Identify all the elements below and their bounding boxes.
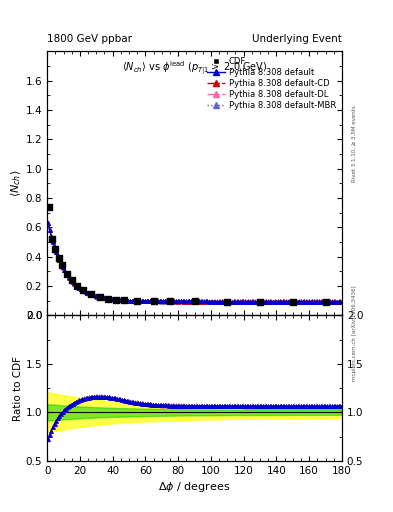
Point — [68, 276, 75, 285]
Point — [105, 294, 111, 303]
Point — [55, 254, 62, 262]
Y-axis label: $\langle N_{ch}\rangle$: $\langle N_{ch}\rangle$ — [9, 169, 23, 197]
Point — [257, 297, 263, 306]
Point — [59, 261, 65, 269]
Point — [167, 297, 173, 306]
Text: Rivet 3.1.10, ≥ 3.5M events: Rivet 3.1.10, ≥ 3.5M events — [352, 105, 357, 182]
Legend: CDF, Pythia 8.308 default, Pythia 8.308 default-CD, Pythia 8.308 default-DL, Pyt: CDF, Pythia 8.308 default, Pythia 8.308 … — [206, 55, 338, 112]
Point — [52, 245, 59, 253]
Point — [290, 297, 296, 306]
Point — [96, 293, 103, 301]
Text: 1800 GeV ppbar: 1800 GeV ppbar — [47, 33, 132, 44]
Point — [46, 203, 52, 211]
Point — [191, 297, 198, 306]
Point — [121, 296, 127, 305]
Point — [134, 297, 140, 305]
Point — [113, 295, 119, 304]
Point — [322, 297, 329, 306]
Point — [64, 270, 70, 278]
Point — [88, 290, 95, 298]
Point — [151, 297, 157, 305]
Text: $\langle N_{ch}\rangle$ vs $\phi^{\rm lead}$ ($p_{T|1} >$ 2.0 GeV): $\langle N_{ch}\rangle$ vs $\phi^{\rm le… — [122, 59, 267, 77]
Point — [49, 235, 55, 243]
Point — [224, 297, 230, 306]
Y-axis label: Ratio to CDF: Ratio to CDF — [13, 356, 23, 421]
Text: Underlying Event: Underlying Event — [252, 33, 342, 44]
X-axis label: $\Delta\phi$ / degrees: $\Delta\phi$ / degrees — [158, 480, 231, 494]
Point — [80, 286, 86, 294]
Text: mcplots.cern.ch [arXiv:1306.3436]: mcplots.cern.ch [arXiv:1306.3436] — [352, 285, 357, 380]
Point — [73, 282, 80, 290]
